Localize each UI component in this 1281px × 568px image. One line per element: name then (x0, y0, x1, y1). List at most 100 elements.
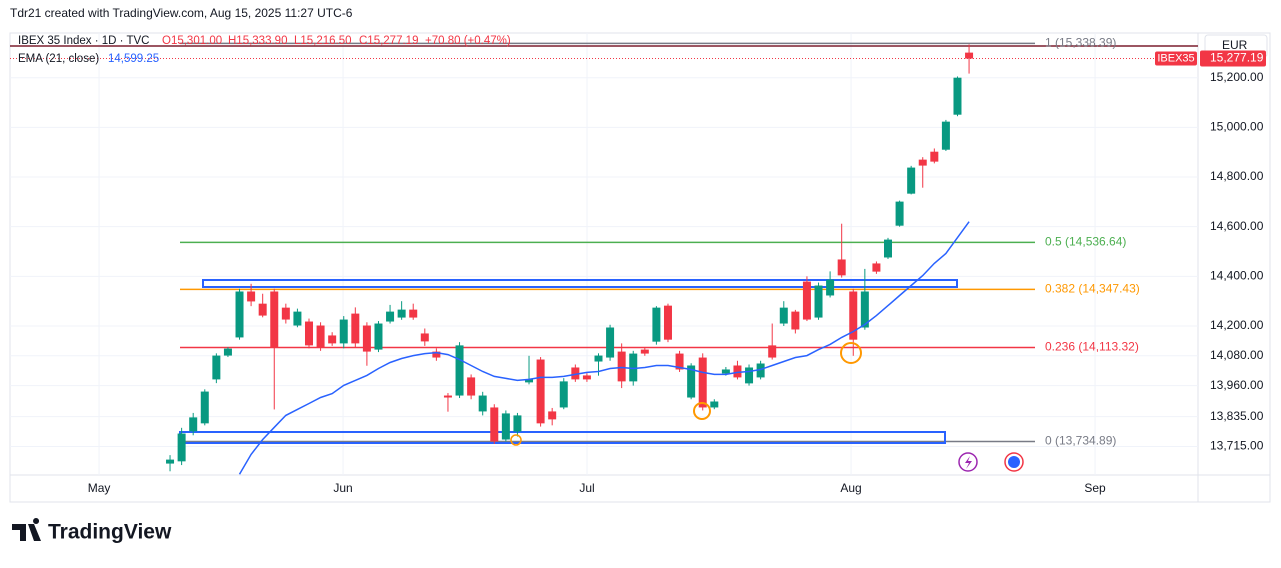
fib-levels: 1 (15,338.39) 0.5 (14,536.64) 0.382 (14,34… (180, 36, 1140, 448)
candle-body (559, 381, 568, 408)
legend-open: O15,301.00 (162, 35, 222, 47)
candle-body (930, 151, 939, 162)
fib-label: 0.236 (14,113.32) (1045, 340, 1139, 354)
y-tick-label: 15,200.00 (1210, 70, 1264, 84)
candle-body (166, 459, 175, 464)
candle-body (617, 351, 626, 382)
candle-body (467, 377, 476, 396)
candle-body (582, 375, 591, 380)
candle-body (779, 307, 788, 324)
y-tick-label: 15,000.00 (1210, 120, 1264, 134)
candle-body (907, 167, 916, 194)
candle-body (386, 311, 395, 322)
symbol-tag: IBEX35 (1157, 52, 1194, 64)
candle-body (420, 333, 429, 342)
candle-body (339, 319, 348, 344)
candle-body (548, 411, 557, 420)
candle-body (652, 307, 661, 342)
marker-circle (510, 434, 522, 446)
candle-body (235, 291, 244, 338)
candle-body (212, 355, 221, 380)
event-icon-glyph (965, 456, 972, 469)
candle-body (675, 353, 684, 370)
candle-body (791, 311, 800, 330)
marker-circle (840, 342, 862, 364)
candle-body (629, 353, 638, 382)
x-tick-label: Aug (840, 481, 861, 495)
ema-line (238, 221, 970, 475)
candle-body (745, 367, 754, 384)
y-tick-label: 14,600.00 (1210, 219, 1264, 233)
plot (10, 44, 1198, 475)
candle-body (814, 285, 823, 318)
candle-body (941, 121, 950, 150)
x-tick-label: Jun (333, 481, 352, 495)
legend: IBEX 35 Index · 1D · TVC O15,301.00 H15,… (18, 35, 511, 65)
candle-body (189, 417, 198, 432)
grid (10, 33, 1198, 475)
candle-body (490, 407, 499, 442)
y-tick-label: 13,835.00 (1210, 409, 1264, 423)
event-icon[interactable] (958, 452, 978, 472)
candle-body (316, 325, 325, 348)
candle-body (293, 311, 302, 326)
candle-body (258, 303, 267, 316)
fib-label: 0.382 (14,347.43) (1045, 282, 1140, 296)
fib-label: 0 (13,734.89) (1045, 434, 1116, 448)
y-tick-label: 13,960.00 (1210, 378, 1264, 392)
candle-body (409, 309, 418, 318)
candle-body (270, 291, 279, 348)
legend-symbol: IBEX 35 Index · 1D · TVC (18, 35, 149, 47)
candle-body (328, 335, 337, 344)
event-icon-glyph (1008, 456, 1020, 468)
marker-circle (693, 402, 711, 420)
candle-body (872, 263, 881, 272)
y-tick-label: 14,400.00 (1210, 269, 1264, 283)
candle-body (525, 379, 534, 383)
credit: Tdr21 created with TradingView.com, Aug … (10, 6, 353, 20)
x-tick-label: May (88, 481, 111, 495)
candle-body (177, 433, 186, 462)
candle-body (965, 52, 974, 59)
candle-body (594, 355, 603, 362)
candle-body (721, 369, 730, 374)
candle-body (756, 363, 765, 378)
range-box (202, 279, 958, 288)
candle-body (362, 325, 371, 352)
candle-body (710, 401, 719, 408)
currency: EUR (1222, 38, 1248, 52)
candle-body (733, 365, 742, 378)
last-price-box (1200, 50, 1266, 67)
y-tick-label: 13,715.00 (1210, 439, 1264, 453)
logo-icon (12, 518, 41, 541)
candle-body (374, 323, 383, 350)
frame (9, 32, 1271, 503)
candle-body (247, 291, 256, 302)
candle-body (802, 281, 811, 320)
candle-body (895, 201, 904, 226)
candle-body (687, 365, 696, 398)
legend-close: C15,277.19 (359, 35, 418, 47)
candle-body (826, 279, 835, 296)
x-tick-label: Jul (579, 481, 594, 495)
candle-body (837, 259, 846, 276)
legend-high: H15,333.90 (228, 35, 287, 47)
candle-body (223, 348, 232, 356)
candle-body (606, 327, 615, 358)
y-tick-label: 14,800.00 (1210, 169, 1264, 183)
candle-body (953, 77, 962, 115)
candle-body (304, 321, 313, 346)
logo: TradingView (12, 518, 172, 544)
y-tick-label: 14,080.00 (1210, 348, 1264, 362)
candle-body (200, 391, 209, 424)
candle-body (698, 357, 707, 408)
candle-body (478, 395, 487, 412)
candle-body (918, 159, 927, 166)
candle-body (351, 313, 360, 344)
event-icon[interactable] (1004, 452, 1024, 472)
y-tick-label: 14,200.00 (1210, 318, 1264, 332)
candle-body (501, 413, 510, 440)
candle-body (849, 291, 858, 340)
